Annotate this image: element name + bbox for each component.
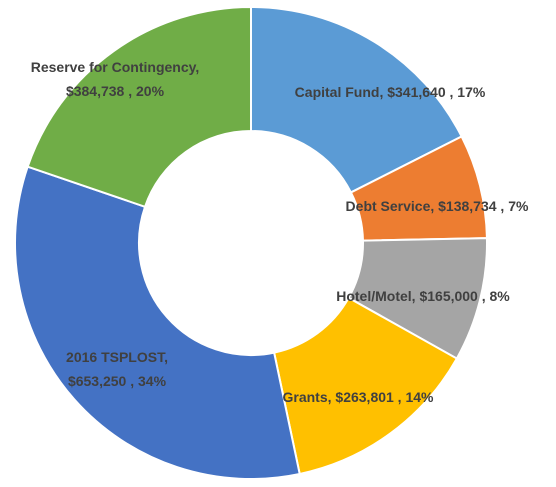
- donut-slice: [250, 5, 463, 194]
- data-label-line: 2016 TSPLOST,: [66, 349, 168, 365]
- data-label: Debt Service, $138,734 , 7%: [346, 198, 529, 214]
- data-label-line: $384,738 , 20%: [66, 83, 165, 99]
- data-label-line: Capital Fund, $341,640 , 17%: [295, 84, 486, 100]
- data-label: Grants, $263,801 , 14%: [283, 389, 435, 405]
- data-label-line: Debt Service, $138,734 , 7%: [346, 198, 529, 214]
- data-label: Reserve for Contingency, $384,738 , 20%: [31, 59, 200, 99]
- data-label-line: Reserve for Contingency,: [31, 59, 200, 75]
- data-label-line: $653,250 , 34%: [68, 373, 167, 389]
- data-label: Hotel/Motel, $165,000 , 8%: [336, 288, 510, 304]
- donut-slice: [272, 296, 459, 476]
- data-label-line: Grants, $263,801 , 14%: [283, 389, 435, 405]
- donut-slice: [14, 165, 301, 480]
- data-label: 2016 TSPLOST, $653,250 , 34%: [66, 349, 168, 389]
- data-label: Capital Fund, $341,640 , 17%: [295, 84, 486, 100]
- donut-slice: [26, 5, 252, 209]
- data-label-line: Hotel/Motel, $165,000 , 8%: [336, 288, 510, 304]
